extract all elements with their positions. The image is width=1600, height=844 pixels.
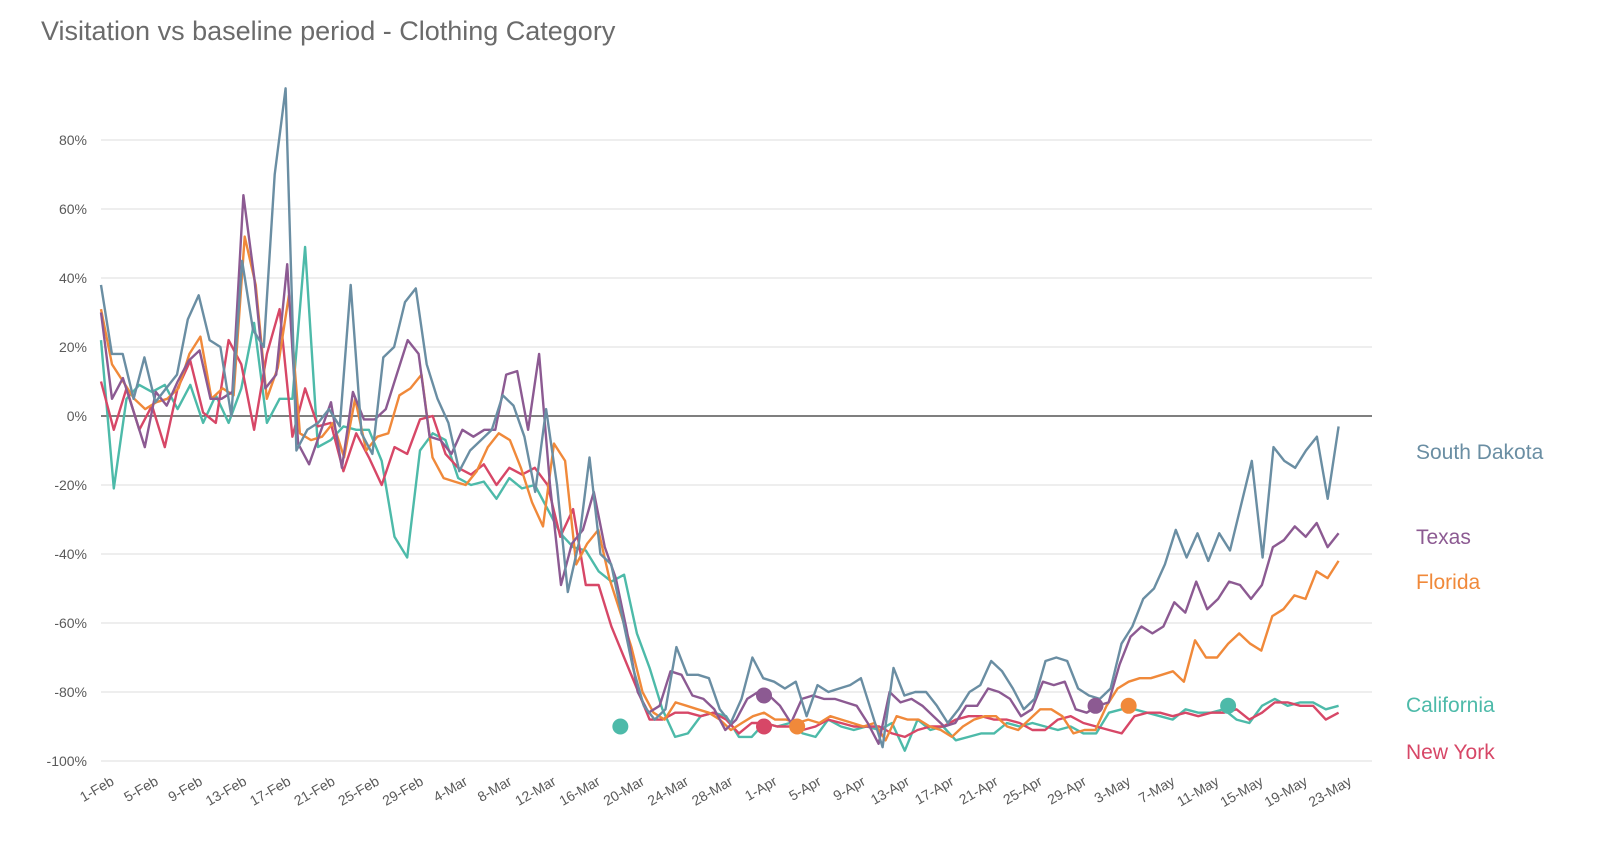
marker-california	[612, 718, 629, 735]
series-line-florida	[99, 235, 1340, 742]
x-tick-label: 5-Apr	[786, 773, 824, 804]
series-lines	[99, 87, 1340, 752]
x-tick-label: 4-Mar	[430, 773, 470, 805]
x-tick-label: 7-May	[1136, 773, 1178, 806]
x-axis-ticks: 1-Feb 5-Feb 9-Feb13-Feb17-Feb21-Feb25-Feb2…	[77, 773, 1354, 810]
series-markers	[612, 687, 1237, 735]
series-line-texas	[99, 193, 1340, 745]
y-tick-label: 60%	[59, 201, 87, 217]
x-tick-label: 15-May	[1217, 773, 1265, 810]
y-tick-label: 20%	[59, 339, 87, 355]
x-tick-label: 17-Apr	[912, 773, 957, 808]
x-tick-label: 3-May	[1091, 773, 1133, 806]
x-tick-label: 28-Mar	[689, 773, 736, 809]
marker-texas	[756, 687, 772, 704]
x-tick-label: 25-Apr	[1000, 773, 1045, 808]
series-label-new-york: New York	[1406, 741, 1495, 764]
x-tick-label: 5-Feb	[121, 773, 161, 805]
series-label-california: California	[1406, 694, 1495, 717]
y-tick-label: -100%	[47, 753, 87, 769]
series-line-california	[99, 245, 1339, 752]
series-line-new-york	[99, 307, 1340, 739]
series-label-florida: Florida	[1416, 571, 1481, 594]
y-tick-label: -40%	[54, 546, 87, 562]
x-tick-label: 23-May	[1306, 773, 1354, 810]
x-tick-label: 29-Feb	[379, 773, 426, 809]
marker-florida	[789, 718, 806, 735]
x-tick-label: 25-Feb	[335, 773, 382, 809]
gridlines	[101, 139, 1372, 762]
marker-california	[1220, 697, 1237, 714]
x-tick-label: 13-Apr	[868, 773, 913, 808]
marker-florida	[1120, 697, 1137, 714]
x-tick-label: 12-Mar	[512, 773, 559, 809]
x-tick-label: 16-Mar	[556, 773, 603, 809]
y-tick-label: -60%	[54, 615, 87, 631]
y-tick-label: -20%	[54, 477, 87, 493]
series-line-south-dakota	[99, 87, 1340, 749]
x-tick-label: 1-Feb	[77, 773, 117, 805]
series-label-texas: Texas	[1416, 526, 1471, 549]
x-tick-label: 17-Feb	[247, 773, 294, 809]
x-tick-label: 11-May	[1174, 773, 1222, 810]
x-tick-label: 19-May	[1261, 773, 1309, 810]
x-tick-label: 9-Apr	[830, 773, 868, 804]
x-tick-label: 29-Apr	[1044, 773, 1089, 808]
marker-texas	[1087, 697, 1104, 714]
x-tick-label: 8-Mar	[475, 773, 515, 805]
x-tick-label: 20-Mar	[600, 773, 647, 809]
y-tick-label: 0%	[67, 408, 87, 424]
chart-title: Visitation vs baseline period - Clothing…	[41, 16, 616, 46]
y-tick-label: 40%	[59, 270, 87, 286]
series-labels: California New York Florida Texas South Dako…	[1406, 441, 1544, 764]
y-axis-ticks: 80% 60% 40% 20% 0% -20% -40% -60% -80% -100%	[47, 132, 87, 769]
x-tick-label: 9-Feb	[165, 773, 205, 805]
y-tick-label: 80%	[59, 132, 87, 148]
x-tick-label: 1-Apr	[742, 773, 780, 804]
x-tick-label: 24-Mar	[645, 773, 692, 809]
y-tick-label: -80%	[54, 684, 87, 700]
x-tick-label: 21-Apr	[956, 773, 1001, 808]
marker-new-york	[756, 718, 772, 735]
x-tick-label: 13-Feb	[203, 773, 250, 809]
x-tick-label: 21-Feb	[291, 773, 338, 809]
series-label-south-dakota: South Dakota	[1416, 441, 1544, 464]
